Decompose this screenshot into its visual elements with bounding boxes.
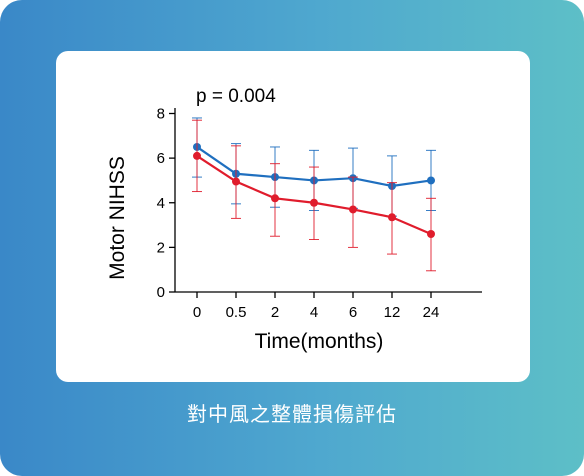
data-point (310, 198, 318, 207)
y-tick-label: 2 (157, 239, 165, 256)
x-tick-label: 2 (271, 304, 279, 321)
x-tick-label: 0 (193, 304, 201, 321)
data-point (388, 213, 396, 222)
x-tick-label: 6 (349, 304, 357, 321)
x-tick-label: 24 (423, 304, 440, 321)
y-tick-label: 8 (157, 106, 165, 123)
data-point (427, 176, 435, 185)
x-tick-label: 4 (310, 304, 318, 321)
y-tick-label: 4 (157, 195, 165, 212)
data-point (271, 194, 279, 203)
x-tick-label: 0.5 (226, 304, 247, 321)
y-tick-label: 0 (157, 284, 165, 301)
p-value-annotation: p = 0.004 (196, 86, 276, 107)
x-axis-label: Time(months) (255, 330, 384, 353)
data-point (349, 205, 357, 214)
data-point (193, 151, 201, 160)
data-point (232, 177, 240, 186)
series-2 (192, 119, 436, 272)
data-point (427, 229, 435, 238)
x-tick-label: 12 (384, 304, 401, 321)
caption-text: 對中風之整體損傷評估 (187, 402, 397, 426)
chart-card (56, 51, 530, 382)
y-axis-label: Motor NIHSS (106, 156, 129, 280)
y-tick-label: 6 (157, 150, 165, 167)
